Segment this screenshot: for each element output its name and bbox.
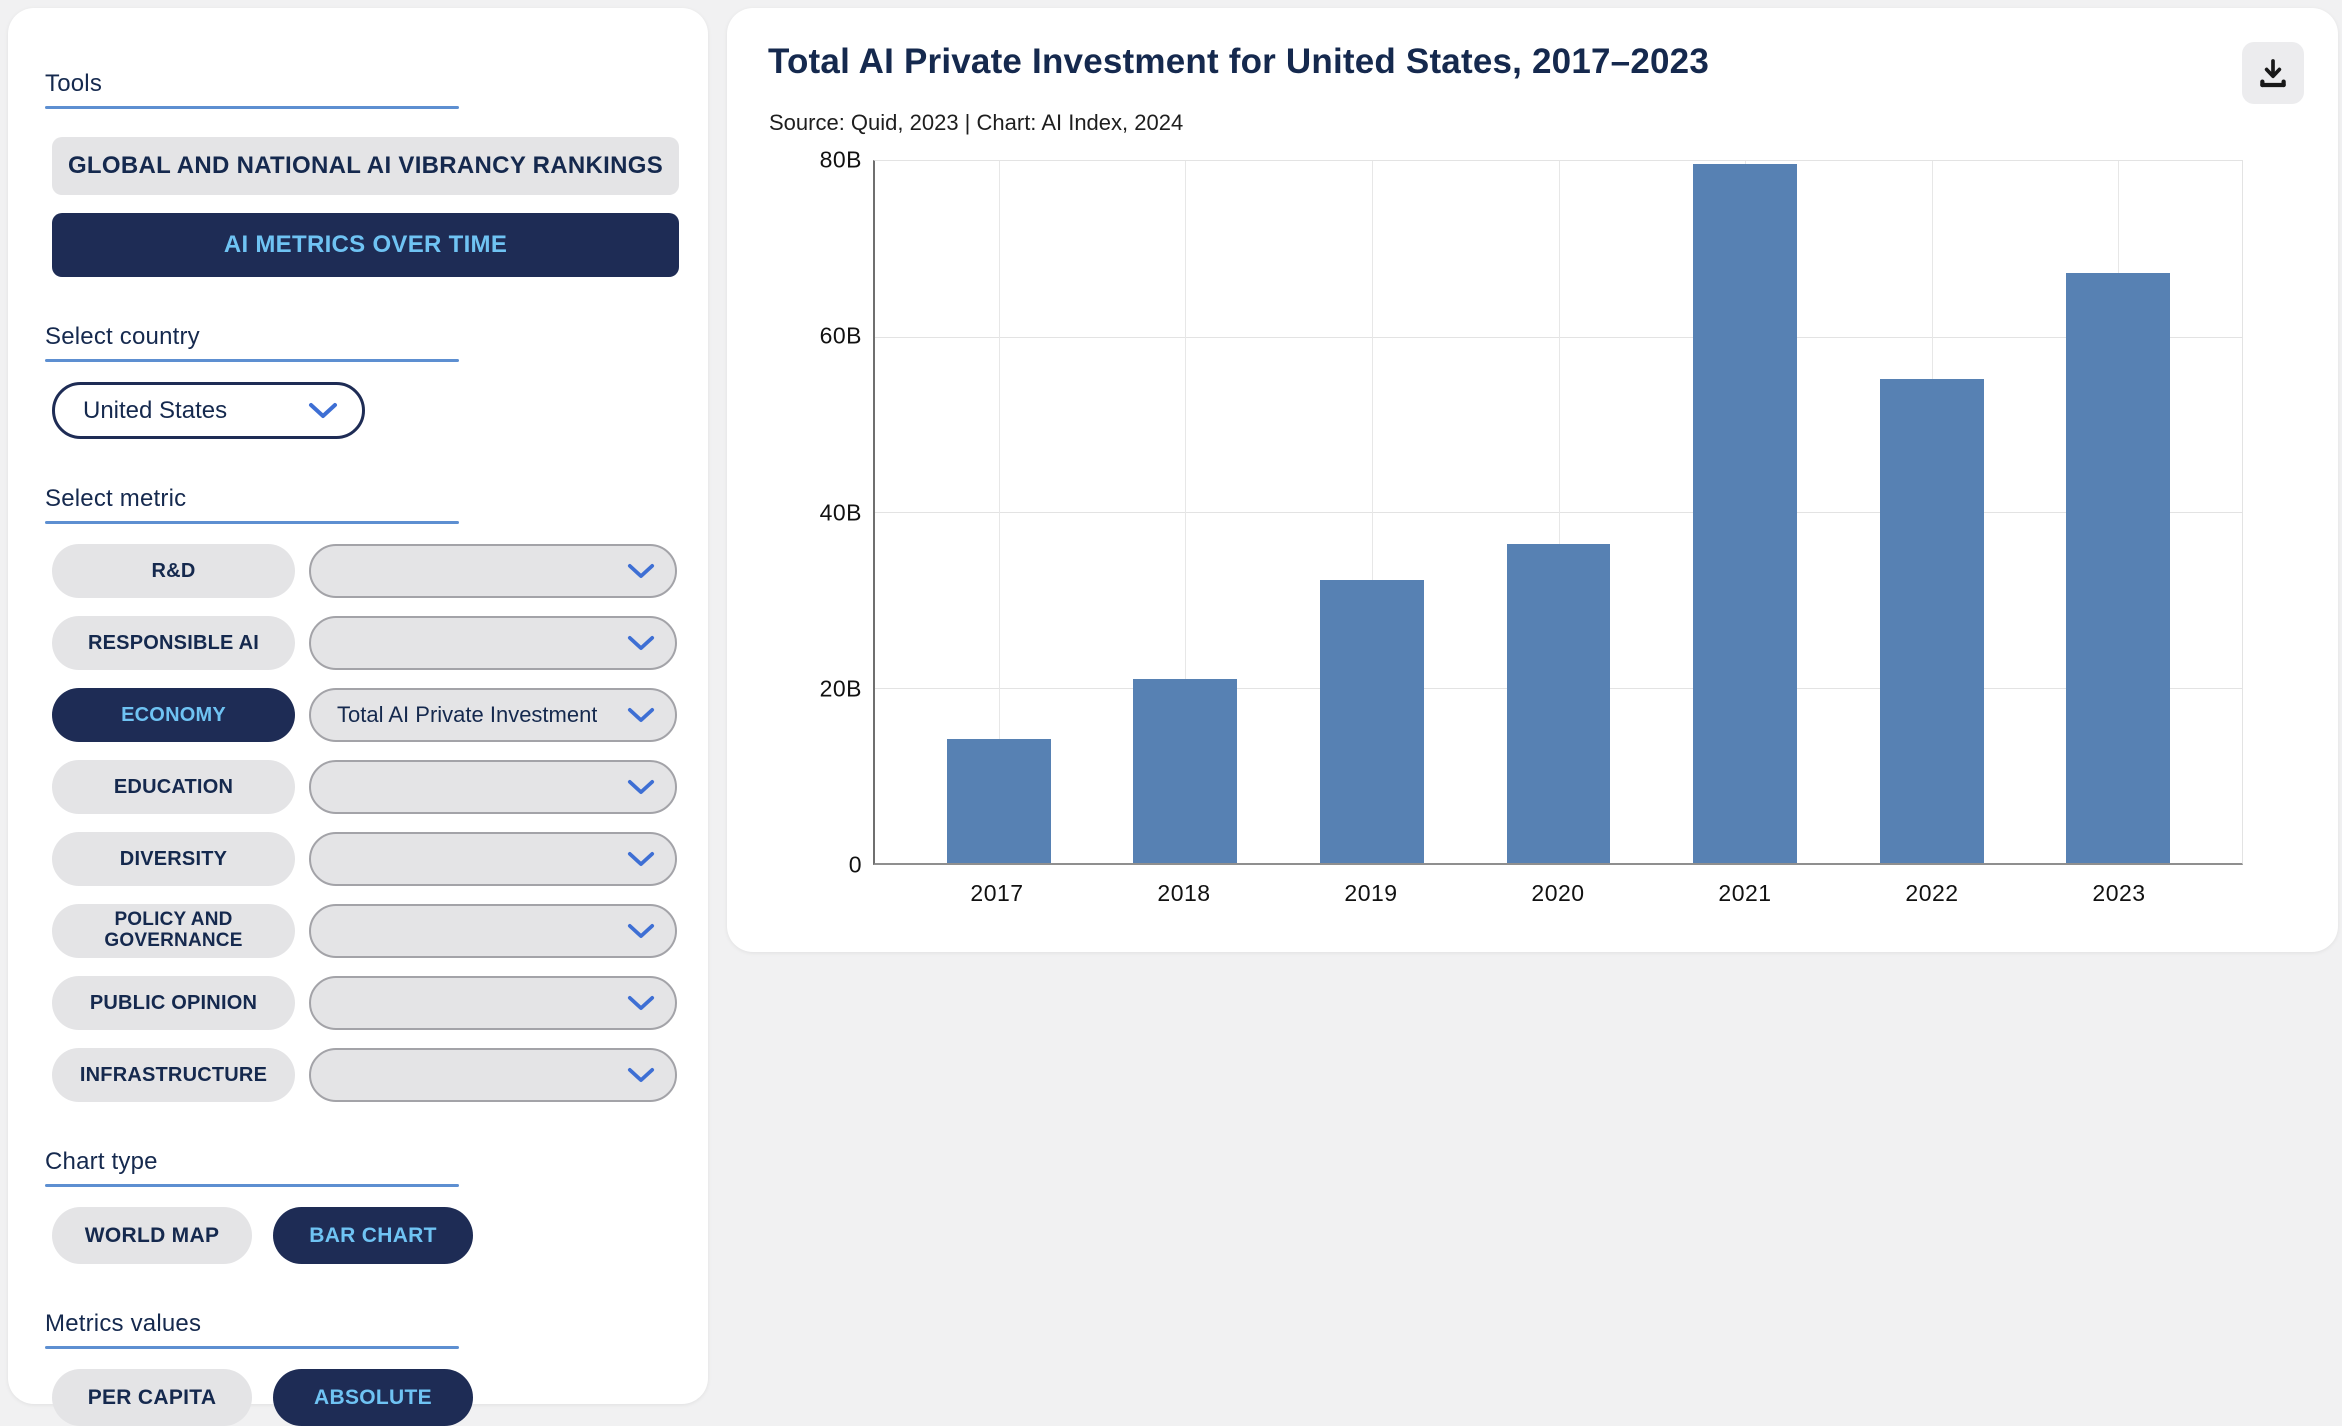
chevron-down-icon <box>309 402 337 418</box>
metric-dropdown-economy[interactable]: Total AI Private Investment <box>309 688 677 742</box>
chevron-down-icon <box>627 923 655 938</box>
x-tick-2022: 2022 <box>1905 880 1959 906</box>
metrics-over-time-button[interactable]: AI METRICS OVER TIME <box>52 213 679 277</box>
x-axis-labels: 2017 2018 2019 2020 2021 2022 2023 <box>873 880 2243 914</box>
chevron-down-icon <box>627 995 655 1010</box>
metric-button-responsible-ai[interactable]: RESPONSIBLE AI <box>52 616 295 670</box>
metric-button-policy-governance[interactable]: POLICY AND GOVERNANCE <box>52 904 295 958</box>
chevron-down-icon <box>627 707 655 722</box>
metric-list: R&D RESPONSIBLE AI ECONOMY Total AI Priv… <box>52 544 678 1102</box>
bar-2019[interactable] <box>1319 580 1424 863</box>
metric-button-infrastructure[interactable]: INFRASTRUCTURE <box>52 1048 295 1102</box>
y-tick-40B: 40B <box>819 499 862 525</box>
chevron-down-icon <box>627 851 655 866</box>
chart-type-toggle: WORLD MAP BAR CHART <box>52 1207 678 1264</box>
x-tick-2021: 2021 <box>1718 880 1772 906</box>
download-button[interactable] <box>2242 42 2304 104</box>
chevron-down-icon <box>627 563 655 578</box>
chevron-down-icon <box>627 1067 655 1082</box>
x-tick-2020: 2020 <box>1531 880 1585 906</box>
bar-2022[interactable] <box>1879 378 1984 863</box>
metric-dropdown-economy-value: Total AI Private Investment <box>337 702 598 727</box>
metric-dropdown-responsible-ai[interactable] <box>309 616 677 670</box>
tools-sidebar: Tools GLOBAL AND NATIONAL AI VIBRANCY RA… <box>8 8 708 1426</box>
metric-dropdown-public-opinion[interactable] <box>309 976 677 1030</box>
bar-2021[interactable] <box>1693 163 1798 863</box>
chart-type-underline <box>45 1184 459 1187</box>
chart-panel: Total AI Private Investment for United S… <box>727 8 2338 952</box>
bar-2017[interactable] <box>946 739 1051 863</box>
metric-dropdown-infrastructure[interactable] <box>309 1048 677 1102</box>
metric-button-public-opinion[interactable]: PUBLIC OPINION <box>52 976 295 1030</box>
y-tick-0: 0 <box>848 851 862 878</box>
country-select-value: United States <box>83 396 228 424</box>
plot-area <box>873 160 2243 865</box>
rankings-button[interactable]: GLOBAL AND NATIONAL AI VIBRANCY RANKINGS <box>52 137 679 195</box>
bar-2020[interactable] <box>1506 544 1611 863</box>
chevron-down-icon <box>627 779 655 794</box>
y-tick-60B: 60B <box>819 322 862 349</box>
y-tick-20B: 20B <box>819 675 862 702</box>
gridline-v-2019 <box>1371 161 1373 863</box>
x-tick-2023: 2023 <box>2092 880 2146 906</box>
bar-2018[interactable] <box>1133 678 1238 863</box>
x-tick-2017: 2017 <box>970 880 1024 906</box>
country-select[interactable]: United States <box>52 382 365 439</box>
world-map-button[interactable]: WORLD MAP <box>52 1207 252 1264</box>
metric-button-rd[interactable]: R&D <box>52 544 295 598</box>
gridline-v-2020 <box>1558 161 1560 863</box>
select-country-label: Select country <box>45 323 200 350</box>
chevron-down-icon <box>627 635 655 650</box>
metric-dropdown-policy-governance[interactable] <box>309 904 677 958</box>
bar-chart-button[interactable]: BAR CHART <box>273 1207 473 1264</box>
metrics-values-label: Metrics values <box>45 1310 202 1337</box>
chart-source-note: Source: Quid, 2023 | Chart: AI Index, 20… <box>769 110 1184 135</box>
metric-button-education[interactable]: EDUCATION <box>52 760 295 814</box>
tools-underline <box>45 106 459 109</box>
bar-2023[interactable] <box>2066 273 2171 863</box>
metric-button-economy[interactable]: ECONOMY <box>52 688 295 742</box>
metric-dropdown-diversity[interactable] <box>309 832 677 886</box>
select-metric-label: Select metric <box>45 485 187 512</box>
metric-dropdown-education[interactable] <box>309 760 677 814</box>
y-axis-labels: 0 20B 40B 60B 80B <box>757 147 862 878</box>
metrics-values-toggle: PER CAPITA ABSOLUTE <box>52 1369 678 1426</box>
x-tick-2019: 2019 <box>1344 880 1398 906</box>
absolute-button[interactable]: ABSOLUTE <box>273 1369 473 1426</box>
tools-label: Tools <box>45 70 103 97</box>
select-metric-underline <box>45 521 459 524</box>
chart-type-label: Chart type <box>45 1148 158 1175</box>
metric-button-diversity[interactable]: DIVERSITY <box>52 832 295 886</box>
y-tick-80B: 80B <box>819 146 862 173</box>
metric-dropdown-rd[interactable] <box>309 544 677 598</box>
gridline-v-2017 <box>998 161 1000 863</box>
metrics-values-underline <box>45 1346 459 1349</box>
per-capita-button[interactable]: PER CAPITA <box>52 1369 252 1426</box>
x-tick-2018: 2018 <box>1157 880 1211 906</box>
select-country-underline <box>45 359 459 362</box>
gridline-v-2018 <box>1185 161 1187 863</box>
download-icon <box>2260 59 2286 88</box>
chart-title: Total AI Private Investment for United S… <box>768 42 1709 81</box>
